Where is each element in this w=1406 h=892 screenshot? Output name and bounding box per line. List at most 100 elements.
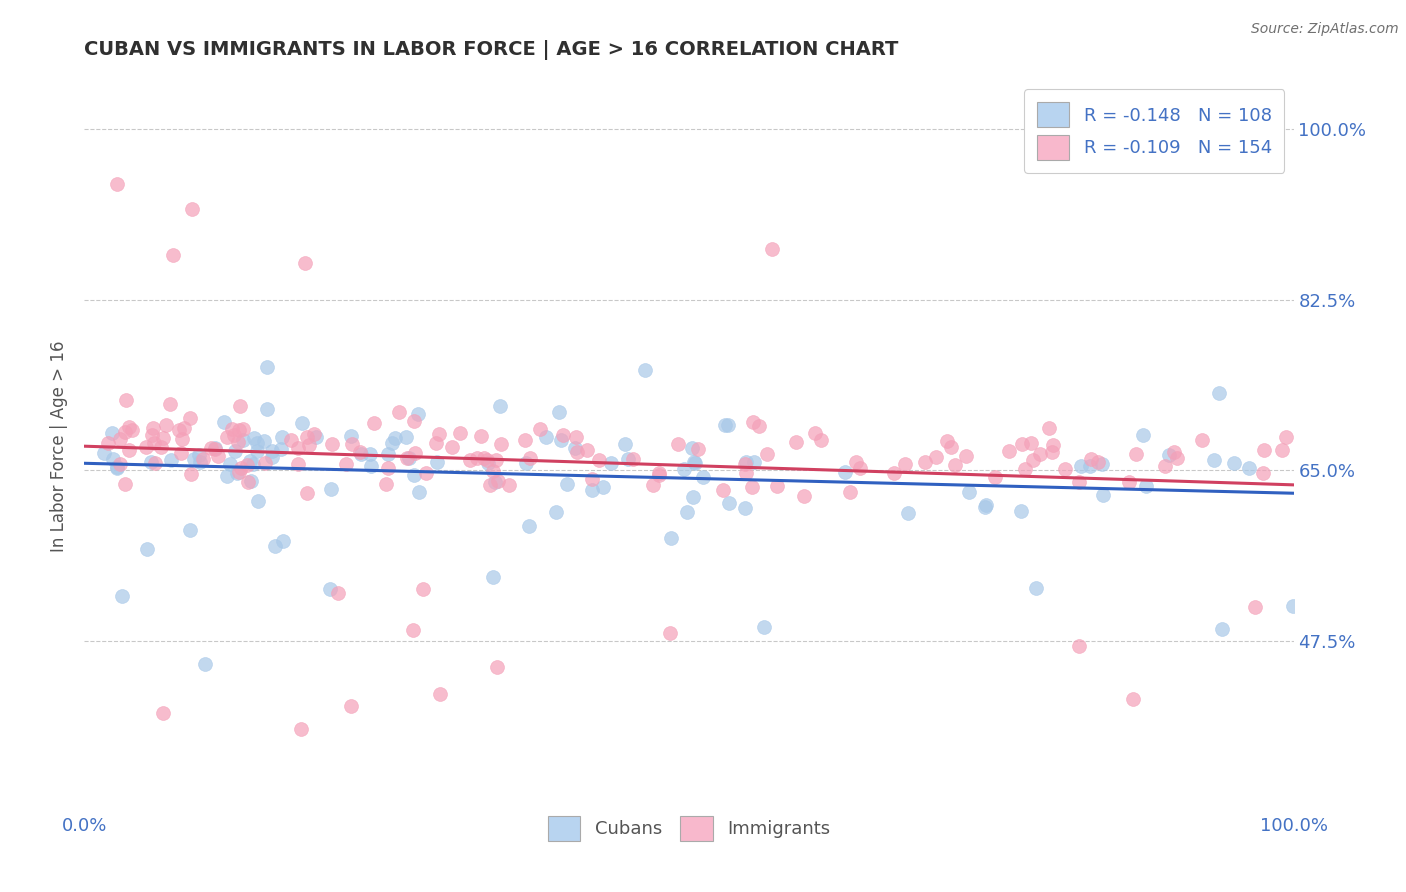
Point (159, 397, 181, 411)
Point (395, 451, 418, 466)
Point (114, 425, 136, 439)
Point (1153, 459, 1175, 474)
Point (110, 432, 132, 446)
Point (1281, 599, 1303, 613)
Point (477, 452, 499, 467)
Point (114, 393, 136, 408)
Point (236, 458, 259, 473)
Point (1204, 453, 1226, 467)
Point (194, 657, 217, 671)
Point (1271, 443, 1294, 458)
Point (228, 423, 250, 437)
Point (546, 505, 568, 519)
Point (1054, 461, 1077, 475)
Point (214, 416, 236, 430)
Point (1042, 437, 1064, 451)
Point (105, 177, 128, 191)
Point (145, 456, 167, 470)
Point (1067, 639, 1090, 653)
Point (408, 485, 430, 500)
Point (734, 501, 756, 516)
Point (179, 410, 201, 425)
Point (246, 435, 269, 450)
Point (172, 433, 194, 447)
Point (359, 447, 381, 461)
Point (377, 460, 399, 475)
Point (515, 457, 537, 471)
Point (529, 422, 551, 436)
Point (581, 472, 603, 486)
Point (335, 457, 357, 471)
Point (1191, 433, 1213, 447)
Point (1208, 386, 1230, 401)
Point (240, 474, 263, 488)
Point (834, 465, 856, 479)
Point (488, 475, 510, 489)
Point (264, 539, 287, 553)
Point (634, 363, 657, 377)
Point (600, 456, 623, 470)
Point (1251, 466, 1274, 480)
Point (360, 458, 382, 473)
Point (974, 500, 997, 514)
Point (142, 421, 165, 435)
Point (93, 446, 115, 460)
Point (224, 443, 246, 458)
Point (470, 429, 492, 443)
Point (810, 433, 832, 447)
Point (925, 450, 948, 465)
Point (756, 447, 779, 461)
Point (717, 496, 740, 510)
Point (1067, 475, 1090, 490)
Point (741, 480, 763, 494)
Point (449, 426, 471, 441)
Point (641, 478, 664, 492)
Point (741, 415, 763, 429)
Point (326, 586, 349, 600)
Point (491, 436, 513, 450)
Point (1237, 461, 1260, 475)
Point (340, 698, 363, 713)
Point (242, 431, 264, 445)
Point (239, 454, 262, 468)
Point (134, 440, 156, 454)
Point (1163, 444, 1185, 458)
Point (108, 458, 131, 472)
Point (711, 483, 734, 497)
Point (375, 476, 398, 491)
Point (481, 464, 503, 478)
Point (1010, 504, 1032, 518)
Point (384, 431, 406, 445)
Point (1118, 475, 1140, 490)
Point (427, 427, 450, 442)
Point (565, 430, 588, 444)
Point (804, 426, 827, 441)
Point (883, 466, 905, 480)
Point (1087, 455, 1109, 469)
Point (141, 455, 163, 469)
Point (402, 623, 425, 637)
Point (748, 419, 770, 434)
Point (472, 451, 495, 466)
Point (271, 533, 294, 548)
Point (218, 457, 240, 471)
Point (734, 457, 756, 471)
Point (845, 455, 868, 469)
Point (232, 434, 254, 448)
Point (222, 428, 245, 442)
Point (287, 457, 309, 471)
Point (242, 457, 264, 471)
Point (221, 422, 243, 436)
Point (229, 460, 252, 475)
Point (565, 445, 588, 459)
Point (173, 420, 195, 434)
Point (682, 454, 704, 468)
Point (388, 405, 411, 419)
Point (761, 242, 783, 256)
Point (262, 450, 284, 464)
Point (1159, 448, 1181, 462)
Point (350, 447, 373, 461)
Point (105, 460, 128, 475)
Point (894, 457, 917, 471)
Point (1019, 435, 1042, 450)
